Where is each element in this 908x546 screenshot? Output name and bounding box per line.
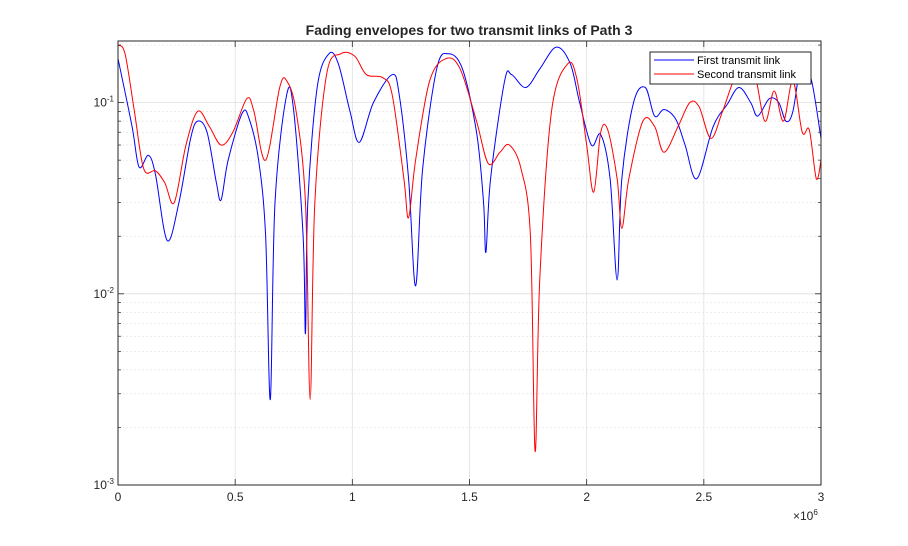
- x-tick-labels: 0 0.5 1 1.5 2 2.5 3: [115, 490, 825, 504]
- y-tick-label: 10-1: [94, 95, 115, 110]
- series-line-second-transmit-link: [118, 44, 821, 452]
- legend-label-second-transmit-link: Second transmit link: [697, 69, 797, 81]
- x-tick-label: 2: [583, 490, 590, 504]
- x-tick-label: 0: [115, 490, 122, 504]
- series-line-first-transmit-link: [118, 46, 821, 401]
- x-tick-label: 3: [818, 490, 825, 504]
- x-tick-label: 0.5: [227, 490, 244, 504]
- x-tick-label: 2.5: [695, 490, 712, 504]
- legend: First transmit link Second transmit link: [649, 51, 812, 85]
- x-exponent-label: ×106: [793, 508, 818, 523]
- legend-box: [649, 51, 812, 85]
- chart-title: Fading envelopes for two transmit links …: [306, 22, 633, 38]
- legend-label-first-transmit-link: First transmit link: [697, 55, 781, 67]
- axis-ticks: [117, 41, 822, 486]
- x-exponent-superscript: 6: [813, 508, 818, 517]
- y-tick-labels: 10-3 10-2 10-1: [94, 95, 115, 492]
- x-tick-label: 1: [349, 490, 356, 504]
- series-layer: [118, 44, 821, 452]
- y-tick-label: 10-3: [94, 477, 115, 492]
- y-tick-label: 10-2: [94, 286, 115, 301]
- x-tick-label: 1.5: [461, 490, 478, 504]
